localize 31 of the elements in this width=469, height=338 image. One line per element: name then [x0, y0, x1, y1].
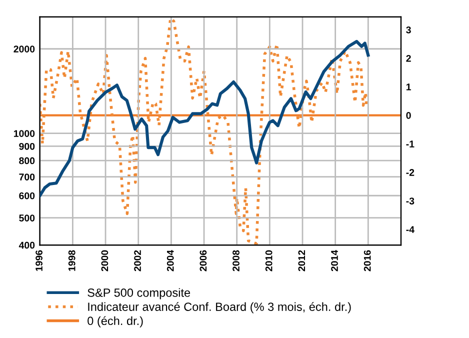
x-tick-label: 2012: [298, 250, 306, 272]
y-tick-label: 600: [19, 192, 35, 200]
x-tick-label: 2016: [364, 250, 371, 272]
y-tick-label: 2000: [14, 46, 35, 52]
line-series: [40, 40, 370, 198]
y-tick-label: 400: [18, 242, 35, 249]
y-tick-label: 900: [19, 142, 35, 150]
y-tick-label: 500: [19, 214, 35, 222]
y2-tick-label: -1: [406, 140, 414, 148]
legend-label: Indicateur avancé Conf. Board (% 3 mois, éch. dr.): [88, 302, 351, 314]
y2-tick-label: -4: [406, 226, 414, 233]
y-tick-label: 700: [19, 174, 35, 180]
x-tick-label: 2000: [101, 250, 108, 272]
legend-label: S&P 500 composite: [88, 288, 190, 300]
x-tick-label: 1996: [36, 250, 42, 271]
x-tick-label: 1998: [68, 250, 76, 271]
y2-tick-label: 0: [406, 112, 411, 119]
y2-tick-label: -3: [406, 198, 414, 204]
y2-tick-label: 3: [406, 26, 411, 34]
x-tick-label: 2004: [166, 250, 174, 272]
y2-tick-label: 1: [406, 84, 411, 90]
y2-tick-label: 2: [406, 54, 411, 62]
y-tick-label: 800: [19, 157, 35, 164]
x-tick-label: 2010: [265, 250, 272, 272]
x-tick-label: 2014: [331, 250, 338, 272]
y2-tick-label: -2: [406, 169, 414, 176]
legend-label: 0 (éch. dr.): [88, 316, 143, 328]
y-tick-label: 1000: [14, 130, 35, 137]
x-tick-label: 2002: [134, 250, 141, 272]
x-tick-label: 2008: [232, 250, 240, 272]
x-tick-label: 2006: [200, 250, 207, 272]
